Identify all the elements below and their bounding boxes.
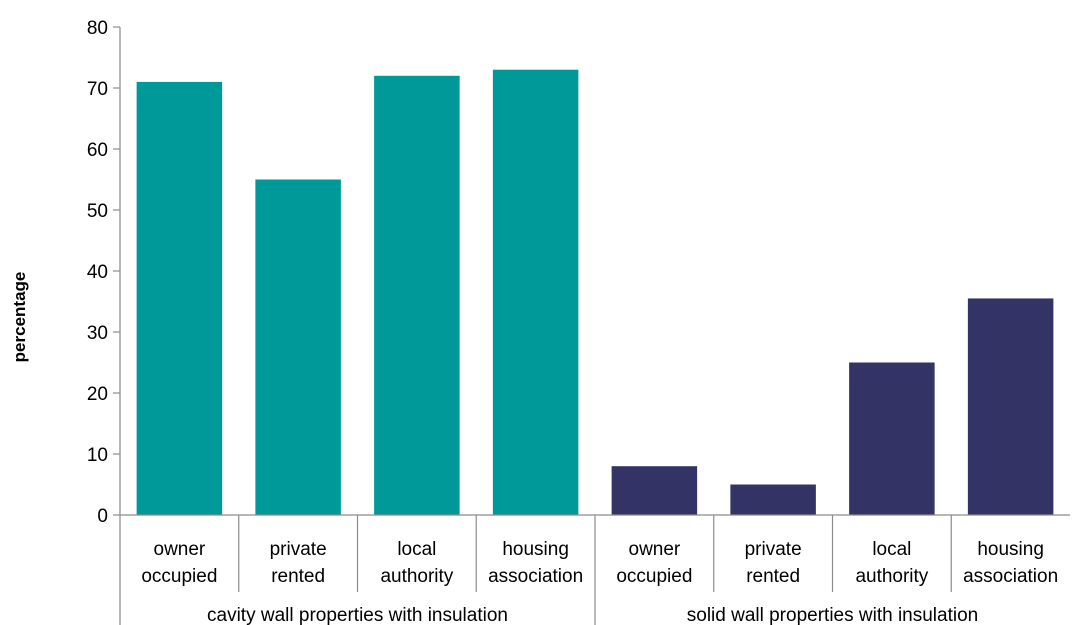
y-axis: 0 10 20 30 40 50 60 70 80 bbox=[87, 18, 121, 527]
x-axis: owner occupied private rented local authority… bbox=[119, 514, 1070, 625]
x-category-label-line1: owner bbox=[154, 539, 206, 560]
x-category-label-line1: local bbox=[397, 539, 436, 560]
bars bbox=[136, 69, 1054, 516]
y-tick-label: 60 bbox=[87, 140, 108, 161]
x-category-label-line2: occupied bbox=[141, 566, 217, 587]
bar bbox=[730, 484, 816, 515]
y-tick-label: 80 bbox=[87, 18, 108, 39]
x-category-label-line2: authority bbox=[380, 566, 453, 587]
x-category-label-line2: rented bbox=[746, 566, 800, 587]
y-tick-label: 20 bbox=[87, 384, 108, 405]
y-axis-title: percentage bbox=[10, 272, 29, 363]
bar bbox=[492, 69, 579, 515]
bar bbox=[374, 75, 460, 516]
y-tick-label: 40 bbox=[87, 262, 108, 283]
bar bbox=[967, 298, 1054, 515]
x-category-label-line1: private bbox=[745, 539, 802, 560]
bar bbox=[611, 466, 698, 515]
x-group-label: cavity wall properties with insulation bbox=[207, 605, 508, 625]
bar bbox=[136, 81, 223, 516]
y-tick-label: 30 bbox=[87, 323, 108, 344]
bar bbox=[849, 362, 935, 515]
y-tick-label: 70 bbox=[87, 79, 108, 100]
y-tick-label: 10 bbox=[87, 445, 108, 466]
x-category-label-line1: owner bbox=[629, 539, 681, 560]
x-category-label-line1: housing bbox=[977, 539, 1044, 560]
x-category-label-line2: occupied bbox=[616, 566, 692, 587]
x-group-label: solid wall properties with insulation bbox=[687, 605, 978, 625]
y-tick-label: 50 bbox=[87, 201, 108, 222]
x-category-label-line2: association bbox=[963, 566, 1058, 587]
x-category-label-line2: rented bbox=[271, 566, 325, 587]
x-category-label-line2: association bbox=[488, 566, 583, 587]
x-category-label-line1: private bbox=[270, 539, 327, 560]
bar bbox=[255, 179, 341, 515]
x-category-label-line1: local bbox=[872, 539, 911, 560]
x-category-label-line2: authority bbox=[855, 566, 928, 587]
x-category-label-line1: housing bbox=[502, 539, 569, 560]
y-tick-label: 0 bbox=[97, 506, 108, 527]
